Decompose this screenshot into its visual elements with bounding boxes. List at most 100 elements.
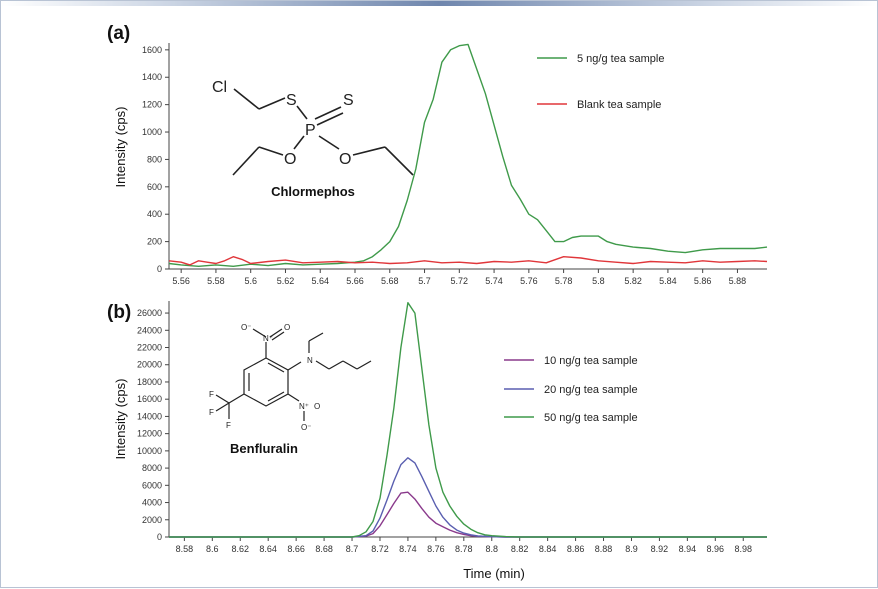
panel-a-axes: 0 200 400 600 800 1000 1200 1400 1600 5.56 5.58 5.6… [142,43,767,286]
panel-b-x-tick-label: 8.84 [539,544,557,554]
panel-a-x-tick-label: 5.64 [311,276,329,286]
bond-ring-n [287,361,302,371]
panel-a-x-tick-label: 5.58 [207,276,225,286]
panel-a-x-tick-label: 5.72 [451,276,469,286]
panel-a-x-tick-label: 5.62 [277,276,295,286]
bond-p-s-double-2 [316,112,344,126]
panel-b-series [169,302,767,538]
atom-o-top: O [284,323,290,332]
atom-o-minus-bottom: O⁻ [301,423,311,432]
panel-a-x-tick-label: 5.68 [381,276,399,286]
panel-b-y-tick-label: 24000 [137,325,162,335]
panel-a-y-tick-label: 1000 [142,127,162,137]
panel-b-x-tick-label: 8.94 [679,544,697,554]
x-axis-label: Time (min) [463,566,525,581]
panel-b-y-tick-label: 8000 [142,463,162,473]
ring-double-3 [267,362,285,373]
atom-f-1: F [209,390,214,399]
panel-b-x-tick-label: 8.6 [206,544,219,554]
bond-p-s-double-1 [314,106,342,120]
bond-n-butyl-3 [342,360,358,370]
panel-a-x-tick-label: 5.84 [659,276,677,286]
bond-c-f1 [215,394,230,404]
panel-a-x-tick-label: 5.8 [592,276,605,286]
panel-b-series-line-2 [169,457,767,538]
bond-ring-no2-bottom [287,393,300,402]
panel-a-legend: 5 ng/g tea sample Blank tea sample [537,53,664,111]
atom-o-left: O [284,151,296,168]
legend-label-blank: Blank tea sample [577,99,661,111]
panel-b-x-tick-label: 8.8 [485,544,498,554]
panel-a-x-tick-label: 5.76 [520,276,538,286]
panel-b-y-axis-label: Intensity (cps) [113,379,128,460]
panel-a-series [168,43,768,267]
panel-b-x-tick-label: 8.88 [595,544,613,554]
panel-b-series-line-1 [169,491,767,538]
panel-b-series-line-3 [169,302,767,538]
panel-b-y-tick-label: 22000 [137,343,162,353]
panel-a-y-tick-label: 1600 [142,45,162,55]
panel-b-x-tick-label: 8.74 [399,544,417,554]
panel-a-x-tick-label: 5.6 [244,276,257,286]
atom-cl: Cl [212,79,227,96]
benfluralin-structure [215,328,372,421]
panel-a-y-tick-label: 1200 [142,100,162,110]
panel-a-y-axis-label: Intensity (cps) [113,107,128,188]
atom-s-left: S [286,92,297,109]
panel-b-y-tick-label: 10000 [137,446,162,456]
bond-o-ethyl-left [258,146,284,156]
chlormephos-label: Chlormephos [271,184,355,199]
panel-b-y-tick-label: 18000 [137,377,162,387]
atom-n-amine: N [307,356,313,365]
bond-n-o-top-right-2 [271,331,285,341]
panel-b-y-tick-label: 4000 [142,498,162,508]
bond-n-butyl-1 [315,360,330,370]
legend-label-5ng: 5 ng/g tea sample [577,53,664,65]
panel-b-x-tick-label: 8.76 [427,544,445,554]
panel-b-x-tick-label: 8.72 [371,544,389,554]
atom-s-right: S [343,92,354,109]
bond-c-f2 [215,402,230,412]
legend-label-10ng: 10 ng/g tea sample [544,355,638,367]
panel-b: (b) Intensity (cps) 0 2000 4000 6000 8000 100… [107,301,767,554]
panel-b-x-tick-label: 8.82 [511,544,529,554]
bond-ethyl-left [232,146,260,176]
panel-b-x-tick-label: 8.96 [707,544,725,554]
panel-a-y-tick-label: 400 [147,209,162,219]
atom-o-bottom: O [314,402,320,411]
benzene-ring [243,357,289,407]
panel-b-label: (b) [107,302,131,323]
panel-b-x-tick-label: 8.68 [315,544,333,554]
panel-a-x-tick-label: 5.56 [172,276,190,286]
atom-f-3: F [226,421,231,430]
panel-b-x-tick-label: 8.86 [567,544,585,554]
benfluralin-label: Benfluralin [230,441,298,456]
bond-p-o-right [318,135,340,150]
ring-double-2 [267,391,285,402]
bond-s-p [296,105,308,120]
panel-b-y-tick-label: 16000 [137,394,162,404]
panel-b-y-tick-label: 26000 [137,308,162,318]
panel-b-x-tick-label: 8.64 [259,544,277,554]
panel-b-x-tick-label: 8.58 [176,544,194,554]
panel-b-legend: 10 ng/g tea sample 20 ng/g tea sample 50… [504,355,638,424]
panel-b-axes: 0 2000 4000 6000 8000 10000 12000 14000 16000 180… [137,301,767,554]
panel-b-x-tick-label: 8.7 [346,544,359,554]
panel-a-x-tick-label: 5.7 [418,276,431,286]
atom-p: P [305,122,316,139]
bond-n-butyl-4 [356,360,372,370]
panel-b-y-tick-label: 14000 [137,411,162,421]
atom-f-2: F [209,408,214,417]
panel-a-series-line-1 [168,43,768,267]
chlormephos-structure [232,88,414,176]
bond-n-o-top-left [252,328,267,338]
panel-b-y-tick-label: 6000 [142,480,162,490]
panel-b-x-tick-label: 8.98 [734,544,752,554]
panel-a-y-tick-label: 200 [147,237,162,247]
panel-b-x-tick-label: 8.9 [625,544,638,554]
panel-a-y-tick-label: 1400 [142,72,162,82]
panel-a-label: (a) [107,23,130,44]
bond-ring-cf3 [228,393,245,404]
